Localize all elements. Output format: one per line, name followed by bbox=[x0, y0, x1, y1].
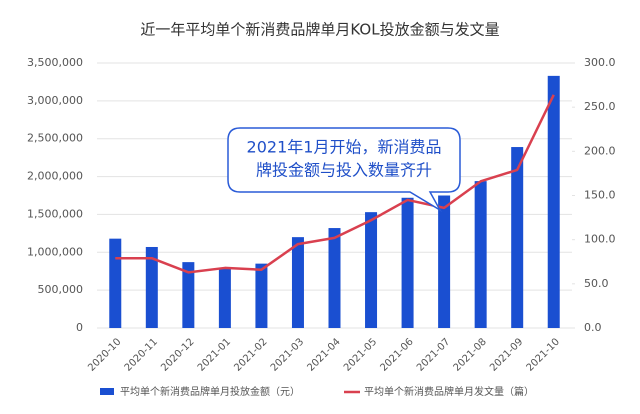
bar bbox=[182, 262, 195, 328]
legend-swatch bbox=[100, 388, 114, 395]
y-tick-label: 0 bbox=[76, 321, 83, 334]
bar bbox=[438, 195, 451, 328]
x-tick-label: 2021-02 bbox=[232, 336, 269, 373]
x-tick-label: 2020-12 bbox=[159, 336, 196, 373]
bar bbox=[218, 268, 231, 328]
y2-tick-label: 250.0 bbox=[584, 100, 616, 113]
legend-label: 平均单个新消费品牌单月发文量（篇） bbox=[364, 385, 534, 398]
bar bbox=[255, 263, 268, 328]
y2-tick-label: 200.0 bbox=[584, 144, 616, 157]
bar bbox=[365, 212, 378, 328]
x-tick-label: 2021-05 bbox=[342, 336, 379, 373]
y2-tick-label: 50.0 bbox=[584, 277, 609, 290]
y2-tick-label: 0.0 bbox=[584, 321, 602, 334]
bar bbox=[511, 147, 524, 328]
x-tick-label: 2021-10 bbox=[525, 336, 562, 373]
x-tick-label: 2021-06 bbox=[378, 336, 415, 373]
y2-tick-label: 300.0 bbox=[584, 56, 616, 69]
callout-box bbox=[227, 127, 461, 213]
y-tick-label: 3,000,000 bbox=[27, 94, 83, 107]
line bbox=[115, 94, 555, 274]
annotation: 牌投金额与投入数量齐升 bbox=[256, 161, 432, 180]
x-tick-label: 2020-10 bbox=[86, 336, 123, 373]
x-tick-label: 2021-03 bbox=[269, 336, 306, 373]
y-tick-label: 3,500,000 bbox=[27, 56, 83, 69]
x-tick-label: 2020-11 bbox=[123, 336, 160, 373]
y-tick-label: 1,500,000 bbox=[27, 207, 83, 220]
y2-tick-label: 150.0 bbox=[584, 189, 616, 202]
x-tick-label: 2021-01 bbox=[196, 336, 233, 373]
y-tick-label: 2,500,000 bbox=[27, 132, 83, 145]
y2-tick-label: 100.0 bbox=[584, 233, 616, 246]
bar bbox=[109, 238, 122, 328]
bar bbox=[474, 181, 487, 328]
x-tick-label: 2021-04 bbox=[305, 336, 342, 373]
legend-label: 平均单个新消费品牌单月投放金额（元） bbox=[120, 385, 300, 398]
bar bbox=[291, 237, 304, 328]
annotation: 2021年1月开始，新消费品 bbox=[247, 138, 442, 157]
bar bbox=[547, 75, 560, 328]
x-tick-label: 2021-09 bbox=[488, 336, 525, 373]
bar bbox=[145, 246, 158, 328]
y-tick-label: 500,000 bbox=[38, 283, 84, 296]
x-tick-label: 2021-07 bbox=[415, 336, 452, 373]
bar bbox=[328, 228, 341, 328]
chart-title: 近一年平均单个新消费品牌单月KOL投放金额与发文量 bbox=[140, 21, 499, 39]
y-tick-label: 2,000,000 bbox=[27, 170, 83, 183]
bar bbox=[401, 197, 414, 328]
y-tick-label: 1,000,000 bbox=[27, 245, 83, 258]
x-tick-label: 2021-08 bbox=[452, 336, 489, 373]
